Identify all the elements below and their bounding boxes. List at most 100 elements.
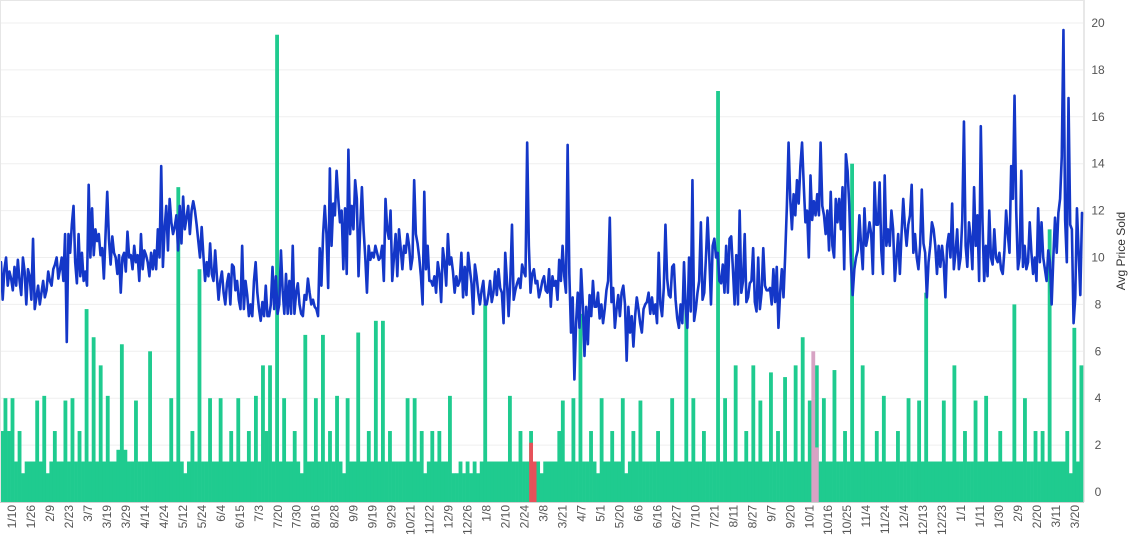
y-tick-label: 16 xyxy=(1091,110,1105,124)
x-tick-label: 12/26 xyxy=(461,505,475,535)
bar xyxy=(511,461,516,502)
bar xyxy=(278,461,283,502)
bar xyxy=(543,461,548,502)
bar xyxy=(698,461,703,502)
bar xyxy=(956,461,960,502)
bar xyxy=(638,400,643,502)
bar xyxy=(148,351,152,502)
x-tick-label: 2/23 xyxy=(62,505,76,529)
bar xyxy=(172,461,177,502)
bar-series xyxy=(0,34,1084,503)
y-tick-label: 10 xyxy=(1091,251,1105,265)
x-tick-label: 1/26 xyxy=(24,505,38,529)
bar xyxy=(377,461,382,502)
bar xyxy=(299,473,304,502)
bar xyxy=(116,449,121,502)
x-tick-label: 7/3 xyxy=(252,505,266,522)
bar xyxy=(335,395,339,502)
bar xyxy=(1047,229,1052,503)
bar xyxy=(730,461,735,502)
bar xyxy=(31,461,36,502)
bar xyxy=(606,461,611,502)
x-tick-label: 1/30 xyxy=(992,505,1006,529)
bar xyxy=(952,365,957,502)
bar xyxy=(455,473,459,502)
bar xyxy=(818,461,823,502)
bar xyxy=(430,431,435,502)
bar xyxy=(1068,473,1073,502)
bar xyxy=(38,461,43,502)
line-series xyxy=(0,28,1084,381)
bar xyxy=(839,461,844,502)
bar xyxy=(987,461,992,502)
x-tick-label: 12/9 xyxy=(442,505,456,529)
x-tick-label: 2/24 xyxy=(518,505,532,529)
bar xyxy=(843,431,847,502)
bar xyxy=(652,461,657,502)
bar xyxy=(218,398,223,502)
bar xyxy=(642,461,646,502)
bar xyxy=(931,461,936,502)
bar xyxy=(860,365,865,502)
x-tick-label: 12/23 xyxy=(935,505,949,535)
y-tick-label: 12 xyxy=(1091,204,1105,218)
bar xyxy=(243,461,248,502)
bar xyxy=(867,461,872,502)
bar xyxy=(564,461,569,502)
bar xyxy=(740,461,745,502)
bar xyxy=(603,461,608,502)
bar xyxy=(141,461,145,502)
x-tick-label: 1/10 xyxy=(5,505,19,529)
bar xyxy=(391,461,396,502)
bar xyxy=(814,365,819,502)
bar xyxy=(1023,398,1027,502)
bar xyxy=(737,461,742,502)
bar xyxy=(486,461,491,502)
bar xyxy=(225,461,230,502)
bar xyxy=(924,292,929,502)
bar xyxy=(479,461,484,502)
bar xyxy=(338,461,343,502)
x-tick-label: 9/9 xyxy=(347,505,361,522)
bar xyxy=(687,461,692,502)
y-tick-label: 8 xyxy=(1095,297,1102,311)
bar xyxy=(416,461,421,502)
bar xyxy=(419,431,424,502)
y-tick-label: 18 xyxy=(1091,63,1105,77)
bar xyxy=(183,473,188,502)
bar xyxy=(366,431,371,502)
bar xyxy=(744,431,749,502)
bar xyxy=(24,461,29,502)
bar xyxy=(910,461,914,502)
x-tick-label: 11/4 xyxy=(859,505,873,528)
bar xyxy=(800,337,805,502)
bar xyxy=(493,461,498,502)
bar xyxy=(857,461,862,502)
bar xyxy=(634,461,639,502)
bar xyxy=(282,398,287,502)
bar xyxy=(592,461,597,502)
bar xyxy=(525,461,530,502)
bar xyxy=(666,461,671,502)
bar xyxy=(790,461,795,502)
bar xyxy=(17,431,22,502)
bar xyxy=(70,398,75,502)
bar xyxy=(959,461,964,502)
x-tick-label: 5/24 xyxy=(195,505,209,529)
bar xyxy=(754,461,759,502)
bar xyxy=(786,461,791,502)
bar xyxy=(268,365,272,502)
bar xyxy=(3,398,8,502)
bar xyxy=(476,473,481,502)
bar xyxy=(793,365,798,502)
bar xyxy=(95,461,100,502)
bar xyxy=(451,473,456,502)
x-tick-label: 8/28 xyxy=(328,505,342,529)
x-tick-label: 3/19 xyxy=(100,505,114,529)
bar xyxy=(102,461,107,502)
x-tick-label: 3/20 xyxy=(1068,505,1082,529)
x-tick-label: 3/8 xyxy=(537,505,551,522)
bar xyxy=(373,320,378,502)
bar xyxy=(275,34,279,502)
bar xyxy=(694,461,699,502)
